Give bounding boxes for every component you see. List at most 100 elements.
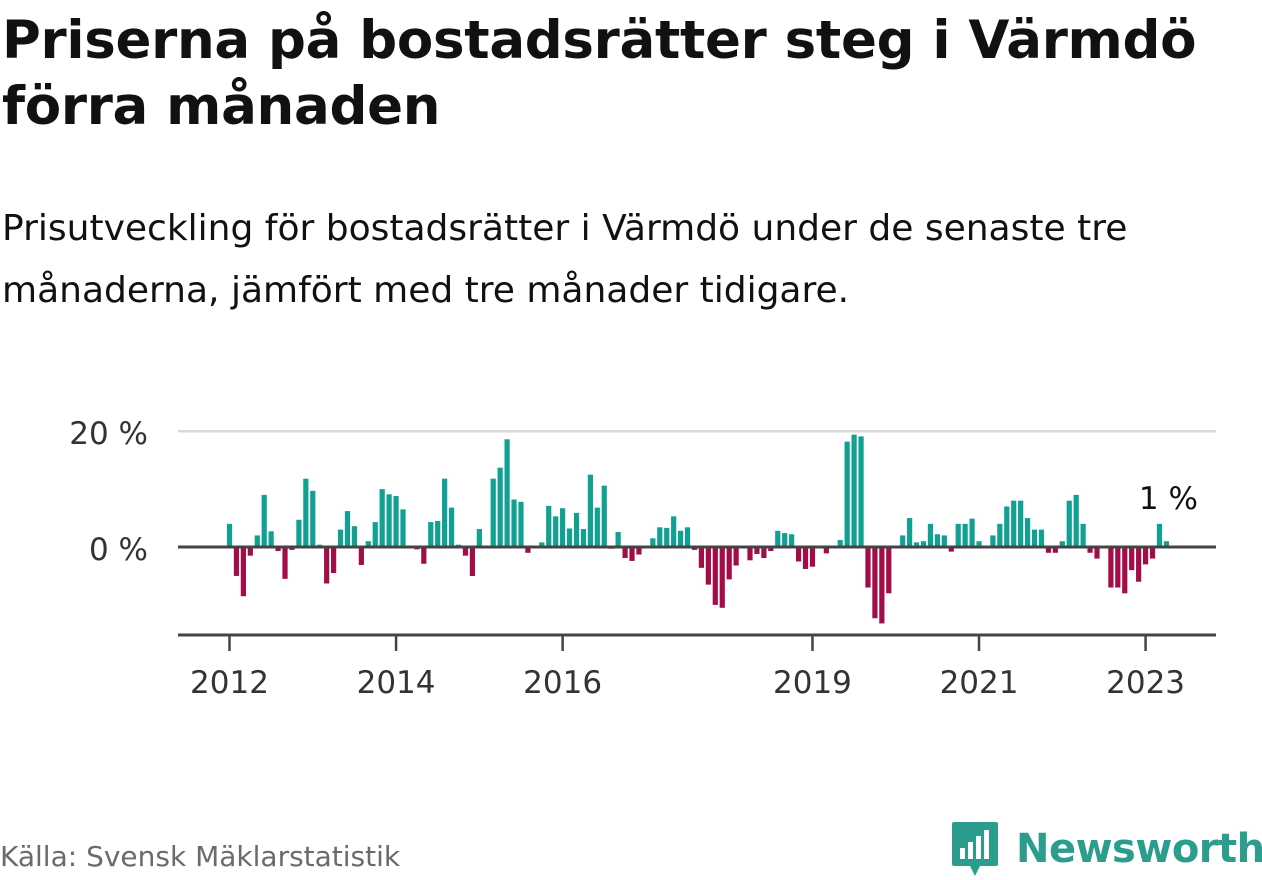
bar — [1129, 547, 1135, 571]
bar — [1108, 547, 1114, 588]
bar — [435, 520, 441, 547]
bar — [504, 439, 510, 547]
bar — [726, 547, 732, 580]
bar — [421, 547, 427, 564]
bar — [1004, 506, 1010, 547]
bar — [1031, 529, 1038, 547]
x-tick-label: 2023 — [1106, 665, 1185, 701]
chart-title: Priserna på bostadsrätter steg i Värmdö … — [2, 10, 1197, 137]
bar — [303, 478, 309, 547]
bar — [324, 547, 330, 584]
bar — [851, 434, 857, 547]
bar — [671, 516, 677, 547]
bar — [802, 547, 809, 569]
bar — [1073, 494, 1079, 547]
bar — [629, 547, 635, 561]
bar — [934, 534, 940, 547]
bar — [469, 547, 475, 576]
bar — [247, 547, 253, 556]
x-tick-label: 2014 — [357, 665, 436, 701]
bar — [886, 547, 892, 594]
bar — [1059, 541, 1065, 547]
bar — [448, 507, 455, 547]
bar — [761, 547, 767, 558]
brand-logo: Newsworthy — [950, 818, 1262, 880]
bar — [837, 540, 843, 547]
bar — [1122, 547, 1128, 594]
bar — [775, 530, 781, 547]
bar — [365, 541, 371, 547]
bar — [1156, 523, 1163, 547]
bar — [379, 489, 385, 547]
bar — [1038, 529, 1045, 547]
x-tick-label: 2021 — [940, 665, 1019, 701]
bar — [497, 467, 503, 547]
bar — [1136, 547, 1142, 582]
bar — [1018, 500, 1024, 547]
bar — [476, 529, 482, 547]
bar — [560, 508, 566, 547]
bar — [331, 547, 337, 574]
bar — [310, 490, 316, 547]
bar — [428, 522, 434, 547]
bar — [344, 511, 351, 547]
bar — [1149, 547, 1156, 559]
bar — [337, 529, 344, 547]
bar — [1163, 541, 1169, 547]
bar — [261, 494, 267, 547]
bar — [997, 523, 1003, 547]
bar — [684, 527, 691, 547]
bar — [573, 512, 580, 547]
bar — [733, 547, 739, 566]
bar — [442, 478, 448, 547]
bar — [698, 547, 705, 568]
bar — [747, 547, 753, 561]
bar — [782, 533, 788, 547]
bar — [546, 505, 552, 547]
bar — [1025, 518, 1031, 547]
bar — [920, 541, 927, 547]
bar — [525, 547, 531, 553]
bar — [372, 522, 378, 547]
bar — [927, 523, 934, 547]
x-tick-label: 2016 — [523, 665, 602, 701]
bar — [754, 547, 760, 554]
bar — [907, 518, 913, 547]
bar — [1011, 500, 1017, 547]
bar — [275, 547, 281, 552]
bar — [941, 535, 947, 547]
bar — [1094, 547, 1100, 559]
bar — [678, 530, 684, 547]
bar — [226, 523, 233, 547]
bar — [636, 547, 642, 555]
bar — [865, 547, 871, 588]
bar — [789, 534, 795, 547]
bar — [955, 523, 961, 547]
bar — [386, 494, 392, 547]
bar — [809, 547, 816, 567]
bar — [358, 547, 364, 565]
bar — [976, 541, 982, 547]
y-tick-label: 0 % — [89, 532, 148, 568]
bar — [795, 547, 802, 562]
bar — [254, 535, 260, 547]
newsworthy-logo-icon — [952, 822, 998, 876]
bar — [240, 547, 246, 597]
bar — [566, 528, 573, 547]
bar — [393, 496, 399, 547]
bar — [594, 507, 600, 547]
bar — [518, 501, 524, 547]
source-note: Källa: Svensk Mäklarstatistik — [0, 840, 401, 873]
bar — [1052, 547, 1058, 553]
bar — [913, 542, 920, 547]
bar — [1115, 547, 1121, 588]
bar — [705, 547, 711, 585]
bar — [990, 535, 996, 547]
bar — [1142, 547, 1149, 565]
bar — [969, 518, 975, 547]
bar — [1087, 547, 1093, 553]
bar — [490, 478, 496, 547]
bar — [664, 527, 670, 547]
bar — [511, 499, 517, 547]
bar — [601, 485, 607, 547]
